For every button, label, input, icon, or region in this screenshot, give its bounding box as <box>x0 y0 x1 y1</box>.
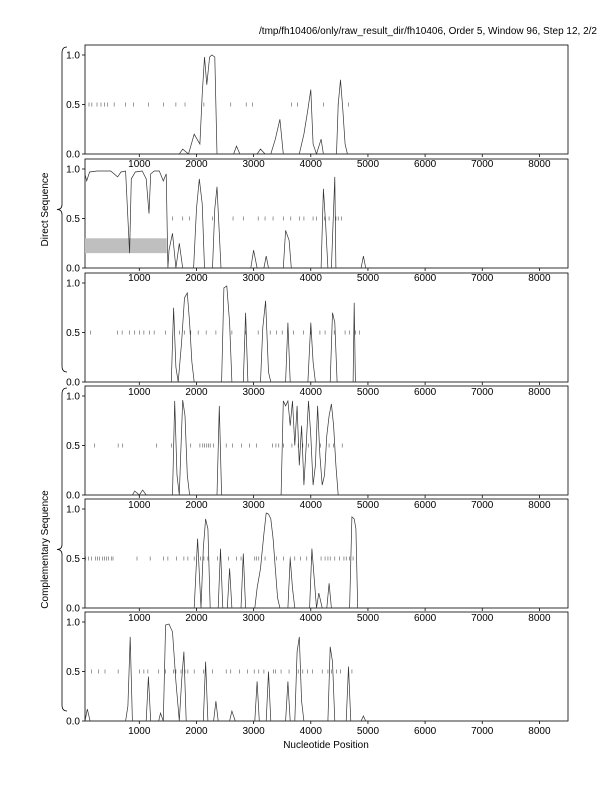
group-bracket <box>56 387 68 712</box>
x-tick-label: 7000 <box>471 726 494 737</box>
y-tick-label: 1.0 <box>66 51 80 62</box>
x-tick-label: 4000 <box>300 613 323 624</box>
panel-frame <box>84 385 569 496</box>
x-tick-label: 7000 <box>471 613 494 624</box>
y-tick-label: 0.0 <box>66 604 80 615</box>
y-tick-label: 1.0 <box>66 505 80 516</box>
y-tick-label: 0.0 <box>66 491 80 502</box>
x-tick-label: 4000 <box>300 273 323 284</box>
x-tick-label: 1000 <box>128 387 151 398</box>
x-tick-label: 6000 <box>414 387 437 398</box>
x-axis-label: Nucleotide Position <box>283 740 369 751</box>
x-tick-label: 4000 <box>300 500 323 511</box>
series-line <box>84 623 568 722</box>
x-tick-label: 8000 <box>528 500 551 511</box>
panel-6: 0.0 0.5 1.0 1000 2000 3000 4000 5000 6000 7000 800… <box>66 611 569 737</box>
x-tick-label: 1000 <box>128 273 151 284</box>
x-tick-label: 4000 <box>300 726 323 737</box>
x-tick-label: 7000 <box>471 387 494 398</box>
y-tick-label: 0.5 <box>66 667 80 678</box>
y-tick-label: 0.0 <box>66 150 80 161</box>
x-tick-label: 6000 <box>414 726 437 737</box>
highlight-band <box>85 238 167 254</box>
y-tick-label: 0.0 <box>66 264 80 275</box>
x-tick-label: 5000 <box>357 159 380 170</box>
y-tick-label: 0.0 <box>66 717 80 728</box>
group-brackets: Direct Sequence Complementary Sequence <box>40 46 68 712</box>
x-tick-label: 4000 <box>300 387 323 398</box>
x-tick-label: 2000 <box>185 273 208 284</box>
x-tick-label: 5000 <box>357 273 380 284</box>
x-tick-label: 2000 <box>185 387 208 398</box>
series-line <box>85 399 568 496</box>
x-tick-label: 3000 <box>242 500 265 511</box>
x-tick-label: 3000 <box>242 159 265 170</box>
x-tick-label: 3000 <box>242 273 265 284</box>
group-bracket <box>56 46 68 373</box>
x-tick-label: 3000 <box>242 726 265 737</box>
x-tick-label: 7000 <box>471 500 494 511</box>
panel-frame <box>84 498 569 609</box>
x-tick-label: 8000 <box>528 613 551 624</box>
panel-5: 0.0 0.5 1.0 1000 2000 3000 4000 5000 6000 7000 800… <box>66 498 569 624</box>
panel-frame <box>84 158 569 269</box>
y-tick-label: 0.5 <box>66 441 80 452</box>
y-tick-label: 0.0 <box>66 378 80 389</box>
x-tick-label: 1000 <box>128 613 151 624</box>
series-line <box>85 54 568 156</box>
x-tick-label: 6000 <box>414 500 437 511</box>
x-tick-label: 1000 <box>128 726 151 737</box>
file-path-title: /tmp/fh10406/only/raw_result_dir/fh10406… <box>259 26 597 37</box>
x-tick-label: 7000 <box>471 159 494 170</box>
x-tick-label: 6000 <box>414 159 437 170</box>
x-tick-label: 5000 <box>357 500 380 511</box>
x-tick-label: 2000 <box>185 726 208 737</box>
x-tick-label: 1000 <box>128 500 151 511</box>
x-tick-label: 8000 <box>528 273 551 284</box>
y-tick-label: 1.0 <box>66 618 80 629</box>
panel-3: 0.0 0.5 1.0 1000 2000 3000 4000 5000 6000 7000 800… <box>66 272 569 398</box>
y-tick-label: 1.0 <box>66 279 80 290</box>
x-tick-label: 3000 <box>242 613 265 624</box>
group-label: Complementary Sequence <box>40 490 51 609</box>
series-line <box>84 170 568 269</box>
panel-4: 0.0 0.5 1.0 1000 2000 3000 4000 5000 6000 7000 800… <box>66 385 569 511</box>
x-tick-label: 7000 <box>471 273 494 284</box>
y-tick-label: 1.0 <box>66 165 80 176</box>
series-line <box>85 512 568 609</box>
x-tick-label: 5000 <box>357 613 380 624</box>
x-tick-label: 4000 <box>300 159 323 170</box>
panel-frame <box>84 44 569 155</box>
x-tick-label: 8000 <box>528 726 551 737</box>
panel-1: 0.0 0.5 1.0 1000 2000 3000 4000 5000 6000 7000 800… <box>66 44 569 170</box>
panel-frame <box>84 272 569 383</box>
x-tick-label: 5000 <box>357 387 380 398</box>
x-tick-label: 8000 <box>528 159 551 170</box>
x-tick-label: 3000 <box>242 387 265 398</box>
x-tick-label: 8000 <box>528 387 551 398</box>
y-tick-label: 0.5 <box>66 100 80 111</box>
group-label: Direct Sequence <box>40 172 51 246</box>
y-tick-label: 0.5 <box>66 328 80 339</box>
x-tick-label: 2000 <box>185 159 208 170</box>
y-tick-label: 1.0 <box>66 392 80 403</box>
panel-frame <box>84 611 569 722</box>
y-tick-label: 0.5 <box>66 554 80 565</box>
x-tick-label: 6000 <box>414 273 437 284</box>
chart-panels: 0.0 0.5 1.0 1000 2000 3000 4000 5000 6000 7000 800… <box>66 44 569 737</box>
panel-2: 0.0 0.5 1.0 1000 2000 3000 4000 5000 6000 7000 800… <box>66 158 569 284</box>
x-tick-label: 6000 <box>414 613 437 624</box>
x-tick-label: 5000 <box>357 726 380 737</box>
series-line <box>85 285 568 383</box>
x-tick-label: 2000 <box>185 613 208 624</box>
x-tick-label: 1000 <box>128 159 151 170</box>
y-tick-label: 0.5 <box>66 214 80 225</box>
x-tick-label: 2000 <box>185 500 208 511</box>
